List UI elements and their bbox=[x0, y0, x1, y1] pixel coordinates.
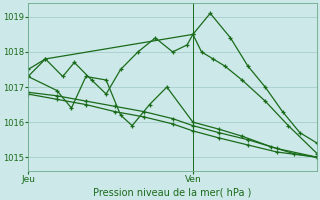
X-axis label: Pression niveau de la mer( hPa ): Pression niveau de la mer( hPa ) bbox=[93, 187, 252, 197]
